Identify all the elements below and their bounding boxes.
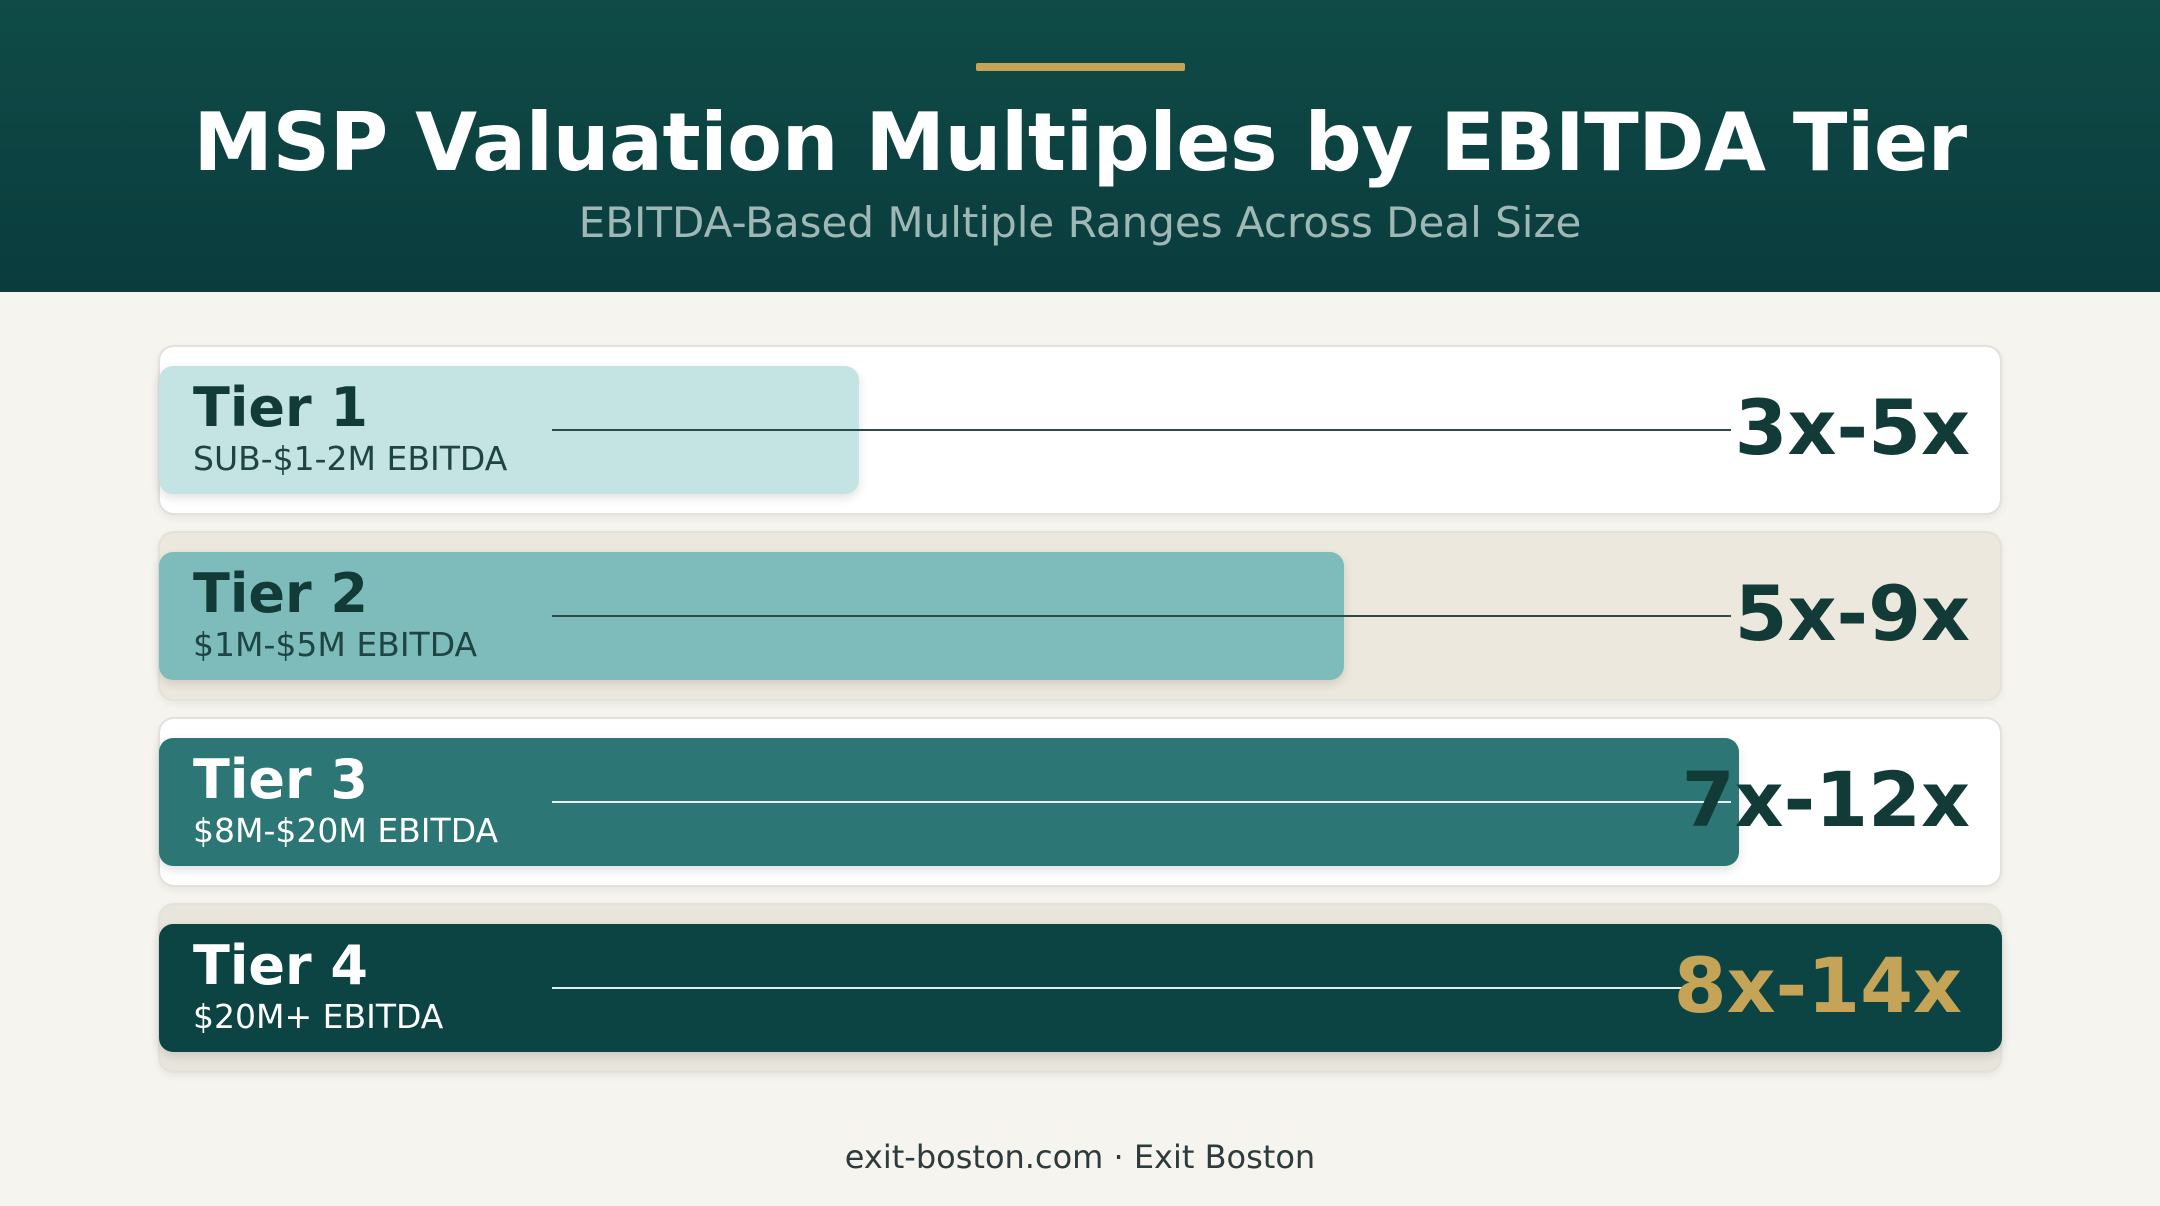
tier-name-label: Tier 4	[193, 934, 368, 997]
header-banner: MSP Valuation Multiples by EBITDA Tier E…	[0, 0, 2160, 292]
tier-ebitda-range: $1M-$5M EBITDA	[193, 625, 478, 664]
tier-ebitda-range: SUB-$1-2M EBITDA	[193, 439, 508, 478]
tier-multiple-value: 8x-14x	[1673, 941, 1962, 1030]
tier-ebitda-range: $20M+ EBITDA	[193, 997, 444, 1036]
footer-source: exit-boston.com · Exit Boston	[844, 1138, 1316, 1176]
tier-leader-line-4	[552, 987, 1688, 989]
header-accent-line	[976, 63, 1185, 71]
tier-multiple-value: 3x-5x	[1734, 383, 1970, 472]
tier-name-label: Tier 3	[193, 748, 368, 811]
tier-multiple-value: 7x-12x	[1681, 755, 1970, 844]
tier-leader-line-1	[552, 429, 1731, 431]
tier-ebitda-range: $8M-$20M EBITDA	[193, 811, 499, 850]
tier-name-label: Tier 1	[193, 376, 368, 439]
tier-name-label: Tier 2	[193, 562, 368, 625]
chart-title: MSP Valuation Multiples by EBITDA Tier	[193, 96, 1967, 189]
chart-subtitle: EBITDA-Based Multiple Ranges Across Deal…	[578, 198, 1582, 247]
tier-leader-line-2	[552, 615, 1731, 617]
tier-multiple-value: 5x-9x	[1734, 569, 1970, 658]
tier-leader-line-3	[552, 801, 1731, 803]
